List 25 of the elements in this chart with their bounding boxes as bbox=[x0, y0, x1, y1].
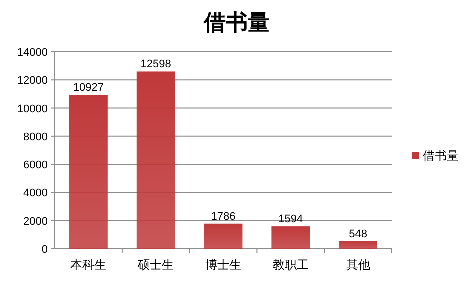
x-tick-label: 教职工 bbox=[272, 258, 309, 272]
x-tick-label: 其他 bbox=[346, 258, 370, 272]
data-label: 1786 bbox=[211, 210, 236, 223]
chart-title: 借书量 bbox=[203, 10, 270, 35]
data-label: 548 bbox=[349, 228, 368, 240]
y-tick-label: 6000 bbox=[24, 160, 48, 172]
bar bbox=[272, 226, 310, 249]
x-tick-label: 本科生 bbox=[70, 258, 107, 272]
y-tick-label: 10000 bbox=[17, 103, 48, 116]
bar bbox=[339, 241, 378, 249]
y-tick-label: 2000 bbox=[24, 216, 48, 228]
data-label: 12598 bbox=[140, 58, 172, 71]
y-tick-label: 14000 bbox=[17, 47, 48, 59]
x-tick-label: 硕士生 bbox=[137, 258, 174, 272]
data-label: 1594 bbox=[278, 214, 304, 226]
y-tick-label: 0 bbox=[42, 244, 48, 256]
y-tick-label: 12000 bbox=[17, 75, 48, 88]
bar bbox=[204, 224, 243, 249]
legend-label: 借书量 bbox=[423, 149, 459, 163]
bar bbox=[69, 95, 108, 249]
x-tick-label: 博士生 bbox=[206, 258, 242, 272]
y-tick-label: 4000 bbox=[24, 188, 48, 200]
bar bbox=[136, 72, 176, 249]
y-tick-label: 8000 bbox=[24, 131, 48, 144]
data-label: 10927 bbox=[73, 82, 104, 94]
